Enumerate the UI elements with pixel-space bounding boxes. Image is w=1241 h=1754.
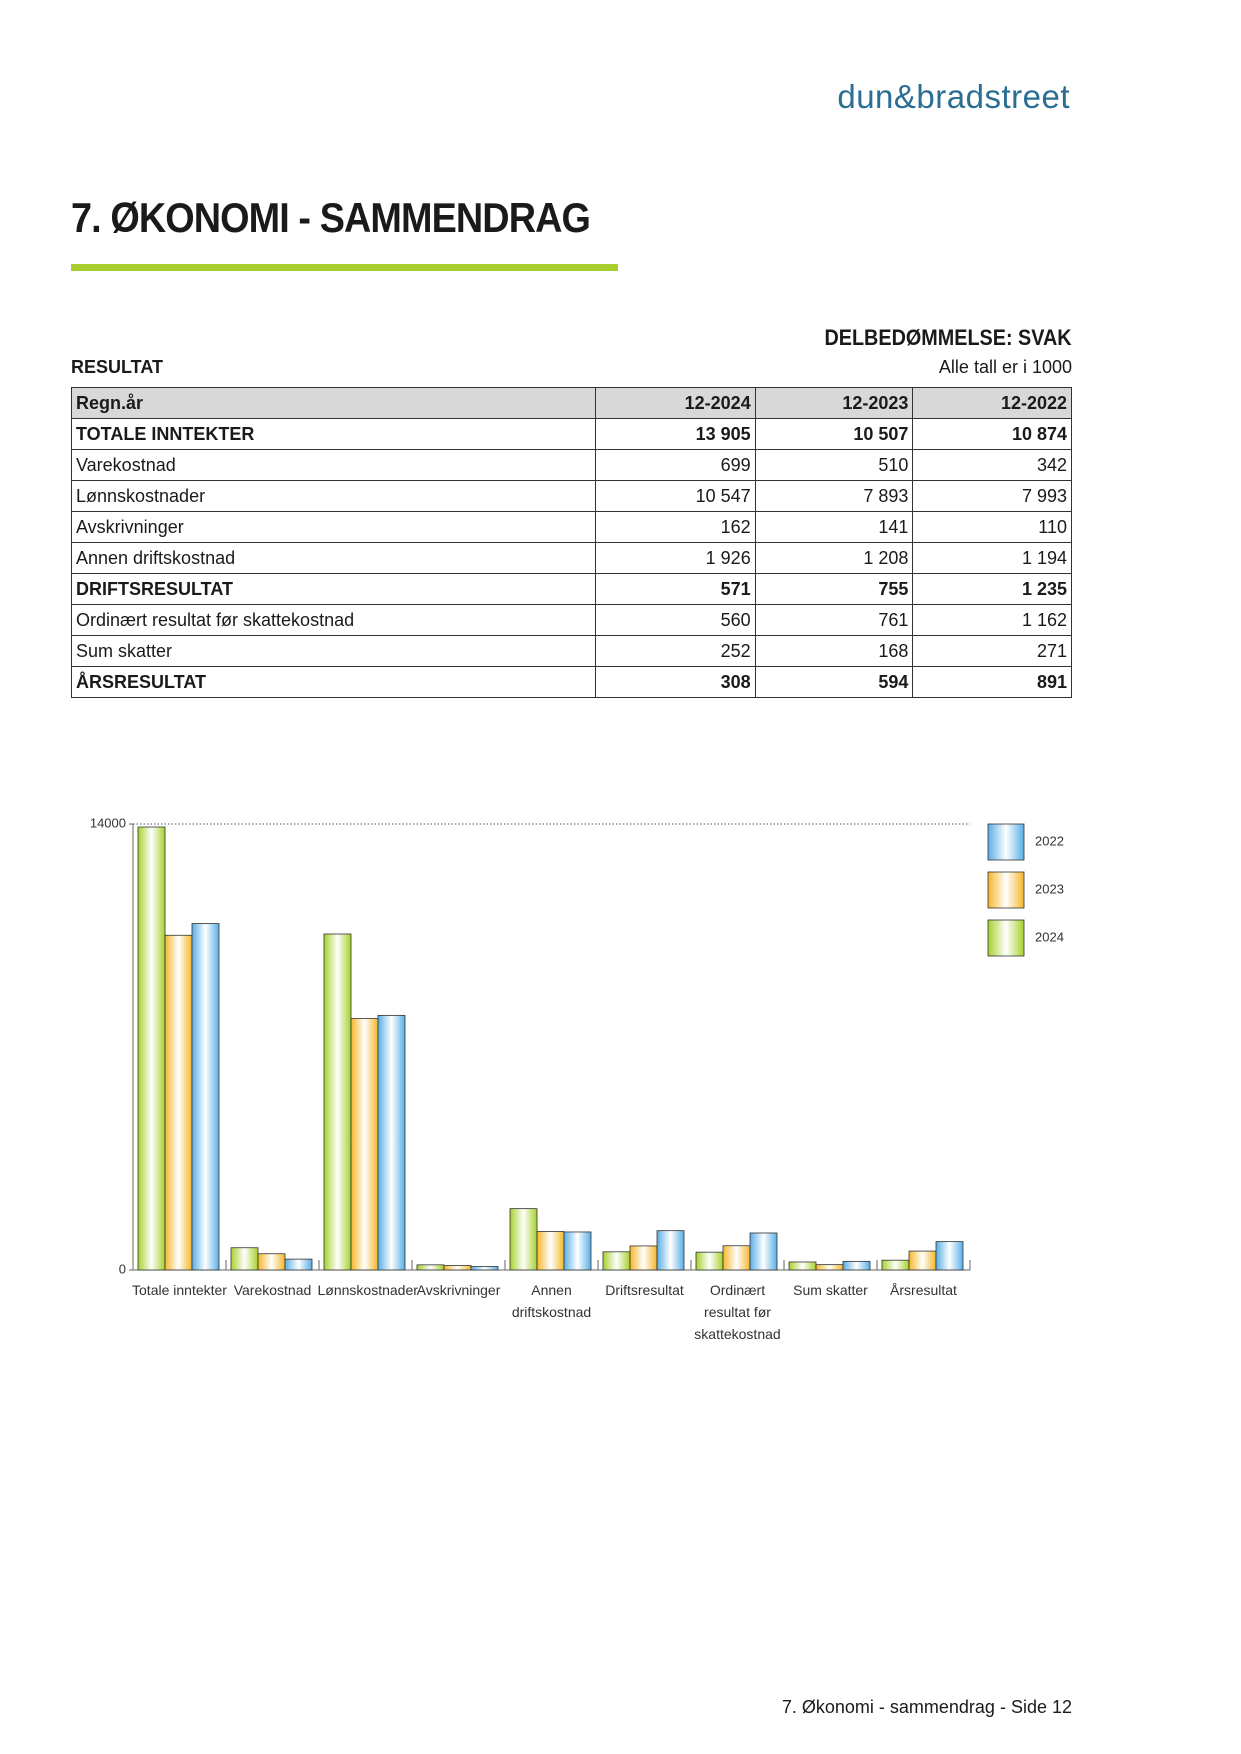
x-tick-label: Driftsresultat — [605, 1282, 684, 1298]
table-cell: 308 — [595, 666, 756, 698]
section-title: RESULTAT — [71, 357, 163, 377]
bar — [815, 1264, 844, 1271]
table-row: Annen driftskostnad 1 926 1 208 1 194 — [70, 542, 1072, 574]
bar — [563, 1231, 592, 1271]
bar — [656, 1230, 685, 1271]
bar — [881, 1259, 910, 1271]
table-cell: 110 — [912, 511, 1072, 543]
table-cell: 12-2023 — [754, 387, 914, 419]
table-cell: ÅRSRESULTAT — [70, 666, 597, 698]
bar — [443, 1265, 472, 1271]
table-cell: Avskrivninger — [70, 511, 597, 543]
bar — [509, 1208, 538, 1271]
y-tick-label: 14000 — [90, 815, 126, 830]
legend-label: 2024 — [1035, 929, 1064, 944]
bar — [629, 1245, 658, 1271]
table-cell: Sum skatter — [70, 635, 597, 667]
x-tick-label: Sum skatter — [793, 1282, 868, 1298]
table-row: Lønnskostnader 10 547 7 893 7 993 — [70, 480, 1072, 512]
table-cell: 141 — [754, 511, 914, 543]
table-cell: 1 162 — [912, 604, 1072, 636]
table-row: Avskrivninger 162 141 110 — [70, 511, 1072, 543]
bar — [164, 934, 193, 1271]
table-cell: 755 — [754, 573, 914, 605]
table-cell: Varekostnad — [70, 449, 597, 481]
table-cell: 1 194 — [912, 542, 1072, 574]
bar — [536, 1231, 565, 1271]
x-tick-label: Totale inntekter — [132, 1282, 227, 1298]
table-cell: Annen driftskostnad — [70, 542, 597, 574]
result-table: Regn.år 12-2024 12-2023 12-2022 TOTALE INNTE… — [70, 387, 1072, 698]
table-cell: 699 — [595, 449, 756, 481]
legend-swatch — [987, 823, 1025, 861]
x-tick-label: Annen driftskostnad — [511, 1282, 592, 1320]
table-cell: Ordinært resultat før skattekostnad — [70, 604, 597, 636]
bar — [230, 1247, 259, 1271]
table-cell: 1 208 — [754, 542, 914, 574]
x-tick-label: Ordinært resultat før skattekostnad — [694, 1282, 781, 1342]
bar — [695, 1251, 724, 1271]
legend-swatch — [987, 919, 1025, 957]
table-cell: 594 — [754, 666, 914, 698]
rating: DELBEDØMMELSE: SVAK — [824, 325, 1072, 350]
bar — [416, 1264, 445, 1271]
legend-label: 2023 — [1035, 881, 1064, 896]
y-tick-label: 0 — [119, 1261, 126, 1276]
logo: dun&bradstreet — [837, 78, 1070, 115]
table-cell: 342 — [912, 449, 1072, 481]
table-cell: 162 — [595, 511, 756, 543]
bar — [377, 1014, 406, 1271]
table-row: Sum skatter 252 168 271 — [70, 635, 1072, 667]
table-row: Ordinært resultat før skattekostnad 560 76… — [70, 604, 1072, 636]
bar — [284, 1258, 313, 1271]
bar — [350, 1018, 379, 1271]
bar — [191, 923, 220, 1271]
bar — [257, 1253, 286, 1271]
bar — [722, 1245, 751, 1271]
table-cell: 12-2022 — [912, 387, 1072, 419]
table-cell: 271 — [912, 635, 1072, 667]
bar — [602, 1251, 631, 1271]
title-underline — [71, 264, 618, 271]
bar — [908, 1250, 937, 1271]
table-cell: 168 — [754, 635, 914, 667]
bar — [323, 933, 352, 1271]
table-cell: 7 993 — [912, 480, 1072, 512]
table-cell: 12-2024 — [595, 387, 756, 419]
bar — [788, 1261, 817, 1271]
table-cell: 10 874 — [912, 418, 1072, 450]
page-title: 7. ØKONOMI - SAMMENDRAG — [71, 194, 591, 241]
table-cell: 13 905 — [595, 418, 756, 450]
table-row: Regn.år 12-2024 12-2023 12-2022 — [70, 387, 1072, 419]
table-cell: 10 507 — [754, 418, 914, 450]
bar — [842, 1260, 871, 1271]
table-cell: 510 — [754, 449, 914, 481]
footer: 7. Økonomi - sammendrag - Side 12 — [781, 1697, 1072, 1717]
bar — [749, 1232, 778, 1271]
table-cell: 891 — [912, 666, 1072, 698]
bar — [137, 826, 166, 1271]
legend-label: 2022 — [1035, 833, 1064, 848]
table-cell: DRIFTSRESULTAT — [70, 573, 597, 605]
bar — [470, 1266, 499, 1271]
bar — [935, 1241, 964, 1271]
x-tick-label: Årsresultat — [890, 1282, 957, 1298]
unit-note: Alle tall er i 1000 — [938, 357, 1072, 377]
x-tick-label: Lønnskostnader — [317, 1282, 418, 1298]
table-row: ÅRSRESULTAT 308 594 891 — [70, 666, 1072, 698]
legend-swatch — [987, 871, 1025, 909]
table-row: Varekostnad 699 510 342 — [70, 449, 1072, 481]
x-tick-label: Varekostnad — [233, 1282, 312, 1298]
x-tick-label: Avskrivninger — [416, 1282, 501, 1298]
